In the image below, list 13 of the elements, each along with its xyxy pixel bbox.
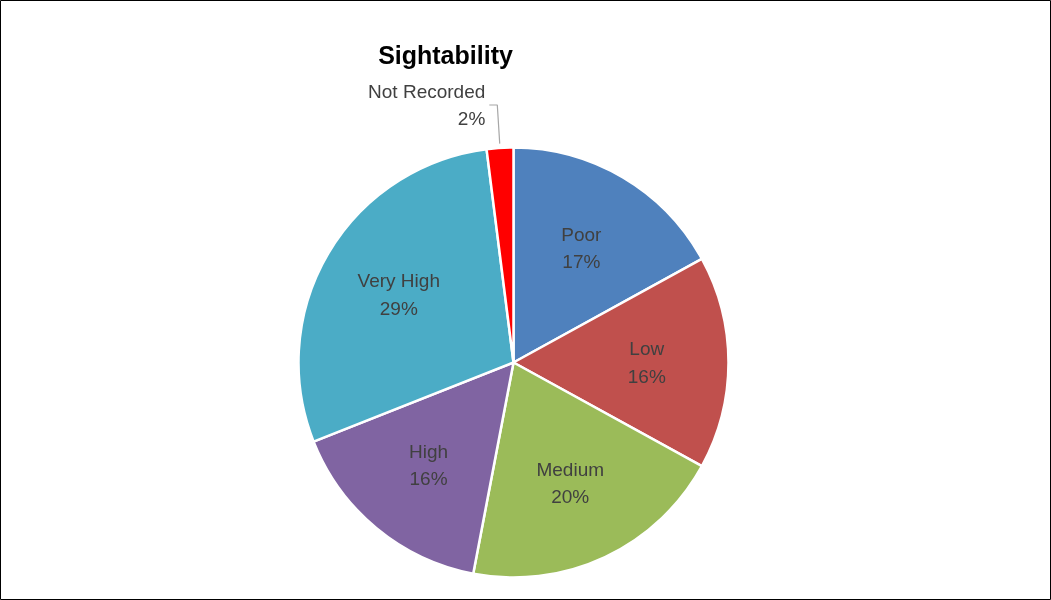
data-label: 17% bbox=[562, 250, 601, 272]
data-label: 2% bbox=[457, 108, 486, 130]
slice-label: High bbox=[408, 441, 449, 463]
data-label: 20% bbox=[551, 486, 590, 508]
slice-label: Not Recorded bbox=[368, 80, 486, 102]
data-label: 29% bbox=[379, 297, 418, 319]
slice-label: Medium bbox=[536, 458, 605, 480]
data-label: 16% bbox=[409, 468, 448, 490]
slice-label: Low bbox=[629, 338, 665, 360]
slice-label: Very High bbox=[357, 270, 440, 292]
data-label: 16% bbox=[627, 365, 666, 387]
chart-title: Sightability bbox=[378, 40, 513, 69]
slice-label: Poor bbox=[561, 223, 603, 245]
